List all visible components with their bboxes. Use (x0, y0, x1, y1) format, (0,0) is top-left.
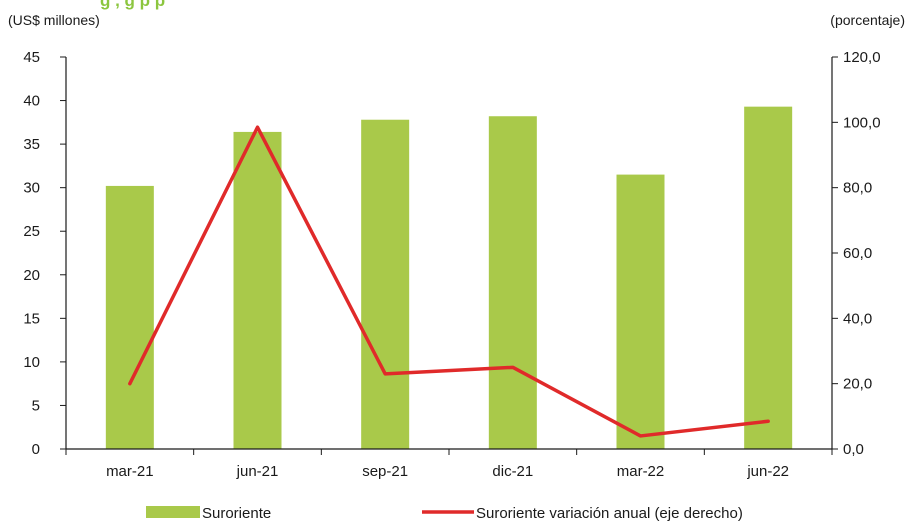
left-tick-label: 10 (23, 354, 40, 371)
right-tick-label: 40,0 (843, 310, 872, 327)
x-tick-label: mar-21 (106, 463, 154, 480)
line-series-suroriente-variacion (128, 125, 770, 438)
right-tick-label: 120,0 (843, 49, 881, 66)
left-tick-label: 20 (23, 267, 40, 284)
right-tick-labels: 0,0 20,0 40,0 60,0 80,0 100,0 120,0 (843, 49, 881, 458)
bar-dic-21 (488, 116, 537, 449)
legend: Suroriente Suroriente variación anual (ej… (146, 505, 743, 522)
bar-series-group (105, 106, 793, 450)
legend-label-bar: Suroriente (202, 505, 271, 522)
left-tick-label: 0 (32, 441, 40, 458)
bar-mar-22 (616, 174, 665, 449)
bar-jun-21 (233, 131, 282, 449)
x-tick-label: mar-22 (617, 463, 665, 480)
x-tick-labels: mar-21 jun-21 sep-21 dic-21 mar-22 jun-22 (106, 463, 789, 480)
line-series-group (128, 125, 770, 438)
left-tick-label: 30 (23, 180, 40, 197)
chart-title-text: g , g p p (100, 0, 165, 10)
left-tick-label: 45 (23, 49, 40, 66)
left-axis-unit-label: (US$ millones) (8, 12, 100, 28)
chart-title-fragment: g , g p p (100, 0, 165, 10)
axes-group (60, 56, 838, 455)
legend-swatch-bar (146, 506, 200, 518)
left-tick-label: 40 (23, 93, 40, 110)
left-tick-label: 5 (32, 397, 40, 414)
legend-label-line: Suroriente variación anual (eje derecho) (476, 505, 743, 522)
x-tick-label: jun-21 (236, 463, 279, 480)
right-tick-label: 80,0 (843, 180, 872, 197)
right-tick-label: 20,0 (843, 376, 872, 393)
right-tick-label: 0,0 (843, 441, 864, 458)
left-tick-label: 25 (23, 223, 40, 240)
left-tick-label: 35 (23, 136, 40, 153)
right-tick-label: 100,0 (843, 114, 881, 131)
bar-sep-21 (361, 119, 410, 449)
x-tick-label: sep-21 (362, 463, 408, 480)
left-tick-label: 15 (23, 310, 40, 327)
bar-jun-22 (744, 106, 793, 450)
right-tick-label: 60,0 (843, 245, 872, 262)
bar-mar-21 (105, 185, 154, 449)
x-tick-label: jun-22 (746, 463, 789, 480)
x-tick-label: dic-21 (492, 463, 533, 480)
right-axis-unit-label: (porcentaje) (830, 12, 905, 28)
left-tick-labels: 0 5 10 15 20 25 30 35 40 45 (23, 49, 40, 458)
